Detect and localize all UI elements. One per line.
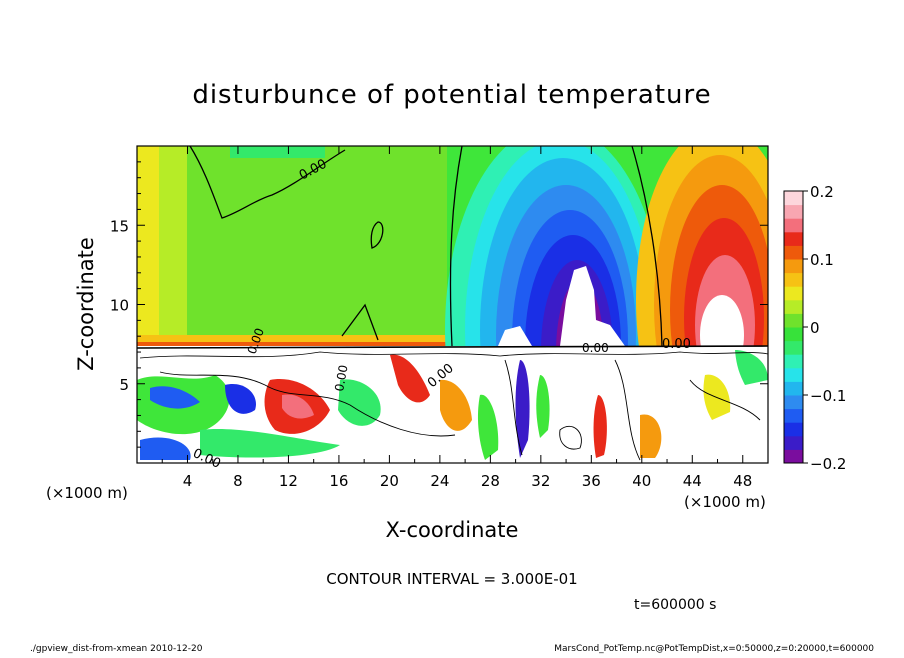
footer-right: MarsCond_PotTemp.nc@PotTempDist,x=0:5000…: [554, 644, 874, 654]
colorbar-swatch: [784, 204, 803, 219]
field-band: [137, 146, 159, 346]
contour-line: [159, 371, 456, 437]
contour-label: 0.00: [662, 337, 691, 352]
contour-line: [631, 146, 663, 347]
field-band: [187, 146, 317, 346]
cold-anomaly-core: [560, 266, 625, 346]
x-tick-label: 48: [733, 472, 752, 490]
colorbar: 0.2 0.1 0 −0.1 −0.2: [784, 183, 846, 473]
colorbar-swatch: [784, 218, 803, 233]
colorbar-tick-label: 0.1: [810, 251, 834, 269]
lower-layer-patch: [390, 354, 430, 403]
colorbar-swatch: [784, 191, 803, 206]
time-label: t=600000 s: [634, 597, 716, 613]
y-tick-label: 10: [110, 297, 129, 315]
colorbar-swatch: [784, 272, 803, 287]
contour-line: [689, 379, 761, 421]
colorbar-swatch: [784, 395, 803, 410]
x-axis: 4 8 12 16 20 24 28 32 36 40 44 48: [161, 146, 752, 490]
y-axis-label: Z-coordinate: [74, 237, 98, 371]
colorbar-swatch: [784, 408, 803, 423]
lower-layer-patch: [140, 437, 191, 460]
lower-layer-patch: [338, 379, 381, 426]
x-tick-label: 4: [183, 472, 193, 490]
contour-line: [614, 359, 641, 461]
field-band: [230, 146, 325, 158]
colorbar-swatch: [784, 231, 803, 246]
chart-title: disturbunce of potential temperature: [192, 80, 711, 110]
cold-anomaly-core: [498, 326, 532, 346]
lower-layer-patch: [440, 379, 472, 431]
footer-left: ./gpview_dist-from-xmean 2010-12-20: [30, 644, 203, 654]
colorbar-swatch: [784, 449, 803, 464]
contour-label: 0.00: [582, 341, 609, 355]
contour-line: [559, 425, 582, 450]
colorbar-swatch: [784, 259, 803, 274]
lower-layer-patch: [536, 375, 550, 438]
colorbar-swatch: [784, 286, 803, 301]
colorbar-tick-label: 0.2: [810, 183, 834, 201]
lower-layer-patch: [150, 386, 200, 409]
colorbar-swatch: [784, 340, 803, 355]
colorbar-swatch: [784, 299, 803, 314]
lower-layer-patch: [225, 384, 256, 414]
x-axis-unit-left: (×1000 m): [46, 484, 128, 502]
contour-line: [504, 359, 523, 456]
x-axis-label: X-coordinate: [386, 518, 519, 542]
lower-layer-patch: [200, 428, 340, 458]
colorbar-swatch: [784, 435, 803, 450]
x-tick-label: 20: [380, 472, 399, 490]
colorbar-frame: [783, 190, 804, 464]
colorbar-swatch: [784, 381, 803, 396]
x-tick-label: 40: [632, 472, 651, 490]
contour-line: [449, 146, 463, 347]
colorbar-tick-label: 0: [810, 319, 820, 337]
lower-layer-patch: [640, 414, 662, 458]
contour-line: [137, 345, 768, 349]
x-tick-label: 28: [481, 472, 500, 490]
colorbar-swatch: [784, 367, 803, 382]
colorbar-swatch: [784, 422, 803, 437]
colorbar-swatch: [784, 245, 803, 260]
x-tick-label: 36: [582, 472, 601, 490]
contour-label: 0.00: [332, 364, 350, 393]
x-tick-label: 16: [329, 472, 348, 490]
contour-line: [341, 303, 379, 341]
contour-line: [139, 351, 768, 359]
lower-layer-patch: [593, 395, 607, 458]
x-tick-label: 12: [279, 472, 298, 490]
lower-layer-patch: [735, 350, 768, 385]
x-tick-label: 8: [233, 472, 243, 490]
y-axis: 5 10 15: [110, 161, 768, 448]
x-tick-label: 24: [430, 472, 449, 490]
colorbar-tick-label: −0.1: [810, 387, 846, 405]
x-axis-unit-right: (×1000 m): [684, 493, 766, 511]
contour-interval-note: CONTOUR INTERVAL = 3.000E-01: [326, 570, 577, 588]
field-band: [317, 146, 447, 346]
lower-layer-patch: [477, 394, 499, 460]
lower-layer-patch: [282, 394, 314, 419]
contour-line: [189, 146, 346, 219]
plot-area: [137, 146, 768, 463]
x-tick-label: 44: [683, 472, 702, 490]
colorbar-swatch: [784, 327, 803, 342]
contour-line: [370, 221, 384, 249]
colorbar-tick-label: −0.2: [810, 455, 846, 473]
y-tick-label: 5: [119, 376, 129, 394]
field-band: [137, 342, 467, 347]
y-tick-label: 15: [110, 217, 129, 235]
lower-layer-patch: [515, 360, 530, 458]
colorbar-swatch: [784, 354, 803, 369]
colorbar-swatch: [784, 313, 803, 328]
x-tick-label: 32: [531, 472, 550, 490]
